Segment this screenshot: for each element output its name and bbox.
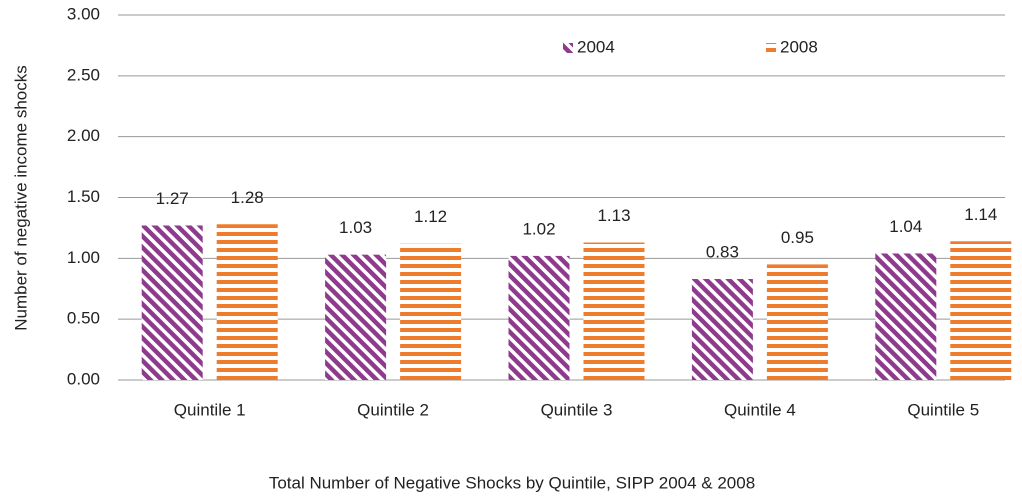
y-tick-label: 1.50 — [67, 187, 100, 206]
data-label: 1.02 — [522, 219, 555, 238]
data-label: 1.13 — [597, 206, 630, 225]
bar — [583, 242, 645, 380]
data-label: 0.83 — [706, 243, 739, 262]
bar — [141, 225, 203, 380]
bar — [216, 224, 278, 380]
bar — [400, 243, 462, 380]
data-label: 1.03 — [339, 218, 372, 237]
legend-swatch — [766, 43, 776, 53]
chart-title: Total Number of Negative Shocks by Quint… — [269, 473, 755, 492]
legend-label: 2008 — [780, 37, 818, 56]
data-label: 1.27 — [156, 189, 189, 208]
y-tick-label: 1.00 — [67, 248, 100, 267]
bar — [691, 279, 753, 380]
data-label: 1.04 — [889, 217, 922, 236]
data-label: 1.12 — [414, 207, 447, 226]
bar — [875, 253, 937, 380]
y-tick-label: 0.00 — [67, 369, 100, 388]
x-tick-label: Quintile 1 — [174, 400, 246, 419]
bar — [508, 255, 570, 380]
legend-swatch — [563, 43, 573, 53]
x-tick-label: Quintile 2 — [357, 400, 429, 419]
data-label: 0.95 — [781, 228, 814, 247]
y-tick-label: 3.00 — [67, 4, 100, 23]
x-tick-label: Quintile 4 — [724, 400, 796, 419]
legend-label: 2004 — [577, 37, 615, 56]
data-label: 1.14 — [964, 205, 997, 224]
x-tick-label: Quintile 5 — [907, 400, 979, 419]
y-axis-label: Number of negative income shocks — [11, 65, 30, 331]
y-tick-label: 2.00 — [67, 126, 100, 145]
bar — [766, 264, 828, 380]
x-tick-label: Quintile 3 — [541, 400, 613, 419]
bar — [325, 254, 387, 380]
y-tick-label: 2.50 — [67, 65, 100, 84]
y-tick-label: 0.50 — [67, 309, 100, 328]
data-label: 1.28 — [231, 188, 264, 207]
bar — [950, 241, 1012, 380]
